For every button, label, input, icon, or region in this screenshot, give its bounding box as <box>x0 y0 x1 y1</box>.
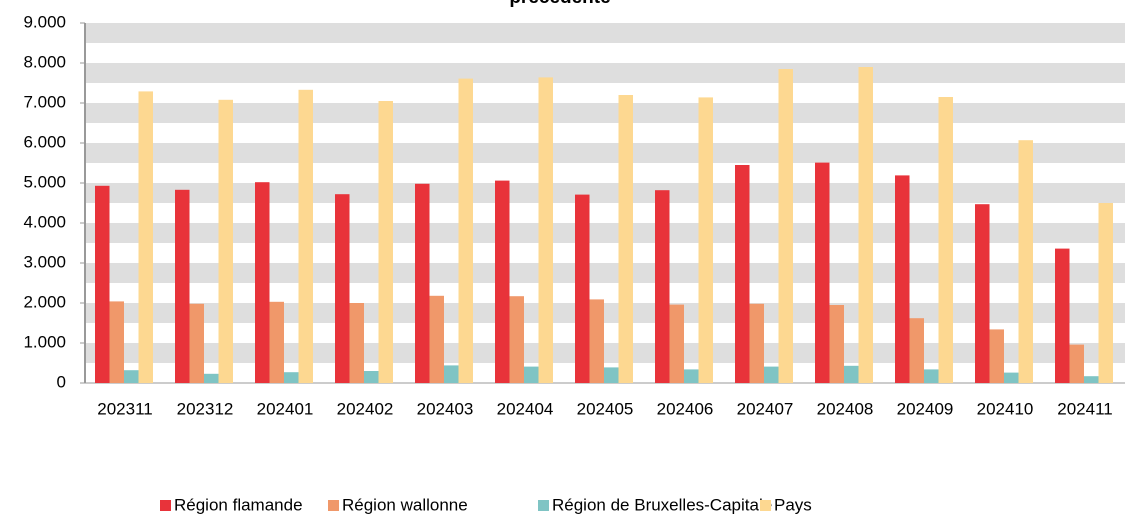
y-tick-label: 1.000 <box>23 332 66 351</box>
bar <box>524 366 539 383</box>
bar <box>538 77 553 384</box>
grid-band <box>85 23 1125 43</box>
grid-band <box>85 103 1125 123</box>
chart-title: précédente <box>509 0 610 8</box>
x-tick-label: 202403 <box>417 399 474 418</box>
legend-swatch <box>760 500 771 511</box>
bar <box>189 303 204 383</box>
x-tick-label: 202411 <box>1057 399 1112 418</box>
y-tick-label: 4.000 <box>23 212 66 231</box>
bar <box>109 301 124 383</box>
grid-band <box>85 183 1125 203</box>
bar <box>284 372 299 383</box>
bar <box>1055 248 1070 383</box>
bar <box>575 194 590 383</box>
bar <box>255 182 270 383</box>
x-tick-label: 202401 <box>257 399 314 418</box>
bar <box>698 97 713 384</box>
bar <box>509 296 524 383</box>
x-tick-label: 202406 <box>657 399 714 418</box>
bar <box>778 69 793 383</box>
bar <box>924 369 939 383</box>
y-tick-label: 5.000 <box>23 172 66 191</box>
bar <box>989 329 1004 383</box>
legend-label: Pays <box>774 495 812 514</box>
bar <box>975 204 990 383</box>
bar <box>844 365 859 383</box>
y-tick-label: 9.000 <box>23 12 66 31</box>
bar <box>269 301 284 383</box>
bar <box>764 366 779 383</box>
x-tick-label: 202410 <box>977 399 1034 418</box>
bar <box>204 373 219 383</box>
x-tick-label: 202407 <box>737 399 794 418</box>
bar <box>655 190 670 383</box>
grid-band <box>85 303 1125 323</box>
bar <box>735 165 750 383</box>
legend-swatch <box>328 500 339 511</box>
bar <box>458 78 473 383</box>
bar <box>364 371 379 383</box>
bar <box>895 175 910 383</box>
bar <box>1098 203 1113 383</box>
bar <box>1069 344 1084 383</box>
bar <box>444 365 459 383</box>
bar <box>218 99 233 384</box>
x-tick-label: 202312 <box>177 399 234 418</box>
bar <box>349 303 364 383</box>
bar <box>589 299 604 383</box>
grid-band <box>85 143 1125 163</box>
x-tick-label: 202405 <box>577 399 634 418</box>
legend-swatch <box>160 500 171 511</box>
y-tick-label: 0 <box>57 372 66 391</box>
grid-band <box>85 343 1125 363</box>
bar <box>495 180 510 383</box>
y-tick-label: 3.000 <box>23 252 66 271</box>
bar <box>124 370 139 383</box>
bar <box>669 304 684 383</box>
bar <box>378 101 393 383</box>
grid-band <box>85 223 1125 243</box>
bar <box>415 183 430 383</box>
bar <box>604 367 619 383</box>
bar <box>1018 140 1033 383</box>
x-tick-label: 202404 <box>497 399 554 418</box>
bar <box>938 97 953 383</box>
legend-label: Région wallonne <box>342 495 468 514</box>
y-tick-label: 8.000 <box>23 52 66 71</box>
y-tick-label: 6.000 <box>23 132 66 151</box>
legend-label: Région de Bruxelles-Capitale <box>552 495 772 514</box>
bar <box>429 295 444 383</box>
x-tick-label: 202409 <box>897 399 954 418</box>
bar <box>684 369 699 383</box>
bar <box>815 162 830 383</box>
bar <box>1004 372 1019 383</box>
grid-band <box>85 263 1125 283</box>
bar <box>138 91 153 384</box>
bar <box>618 95 633 383</box>
bar <box>95 185 110 383</box>
x-tick-label: 202408 <box>817 399 874 418</box>
grid-band <box>85 63 1125 83</box>
bar <box>175 189 190 383</box>
x-tick-label: 202402 <box>337 399 394 418</box>
bar <box>749 303 764 383</box>
bar <box>335 194 350 383</box>
legend-label: Région flamande <box>174 495 303 514</box>
bar <box>909 318 924 383</box>
bar <box>858 67 873 383</box>
legend-swatch <box>538 500 549 511</box>
bar <box>829 305 844 383</box>
y-tick-label: 2.000 <box>23 292 66 311</box>
x-tick-label: 202311 <box>97 399 152 418</box>
bar <box>298 89 313 384</box>
bar <box>1084 376 1099 383</box>
y-tick-label: 7.000 <box>23 92 66 111</box>
